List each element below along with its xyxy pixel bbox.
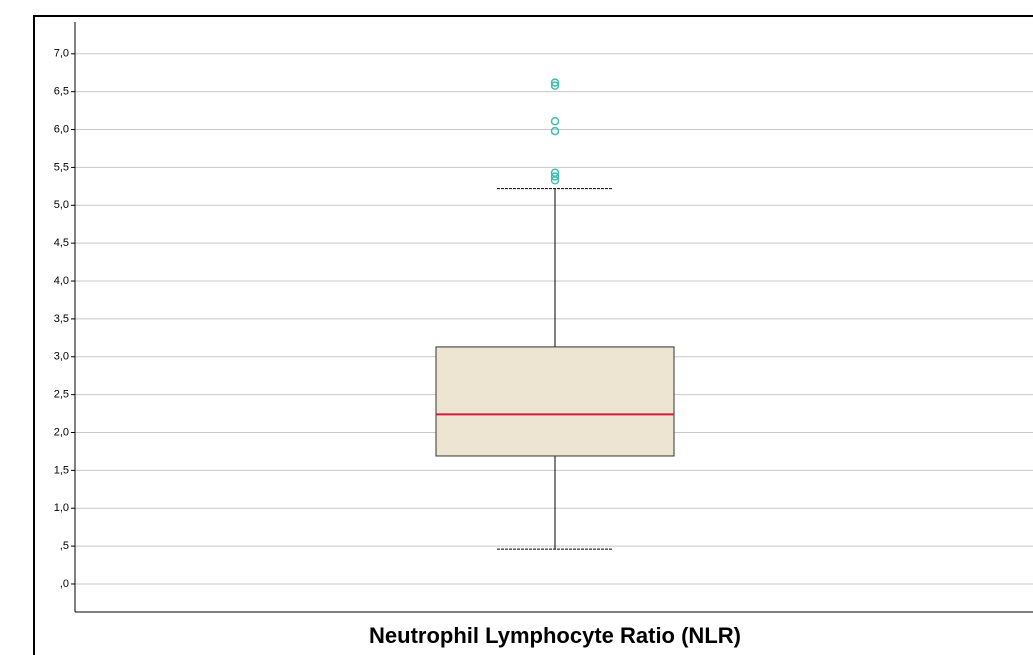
outlier — [550, 172, 560, 181]
outlier — [550, 78, 560, 87]
y-tick-label: 1,0 — [54, 502, 69, 514]
y-tick-label: 2,0 — [54, 426, 69, 438]
outlier — [550, 126, 560, 136]
chart-frame — [33, 15, 1033, 655]
y-tick-label: 1,5 — [54, 464, 69, 476]
y-tick-label: 5,5 — [54, 161, 69, 173]
y-tick-label: 6,0 — [54, 123, 69, 135]
outlier — [550, 116, 560, 126]
box — [435, 346, 675, 457]
y-tick-label: ,0 — [60, 578, 69, 590]
y-tick-label: 3,5 — [54, 313, 69, 325]
y-tick-label: 3,0 — [54, 351, 69, 363]
outlier — [550, 176, 560, 185]
y-tick-label: 7,0 — [54, 48, 69, 60]
y-tick-label: 6,5 — [54, 86, 69, 98]
y-tick-label: 2,5 — [54, 389, 69, 401]
y-tick-label: ,5 — [60, 540, 69, 552]
y-tick-label: 4,5 — [54, 237, 69, 249]
x-axis-title: Neutrophil Lymphocyte Ratio (NLR) — [369, 623, 741, 648]
outlier — [550, 81, 560, 90]
y-tick-label: 5,0 — [54, 199, 69, 211]
y-tick-label: 4,0 — [54, 275, 69, 287]
